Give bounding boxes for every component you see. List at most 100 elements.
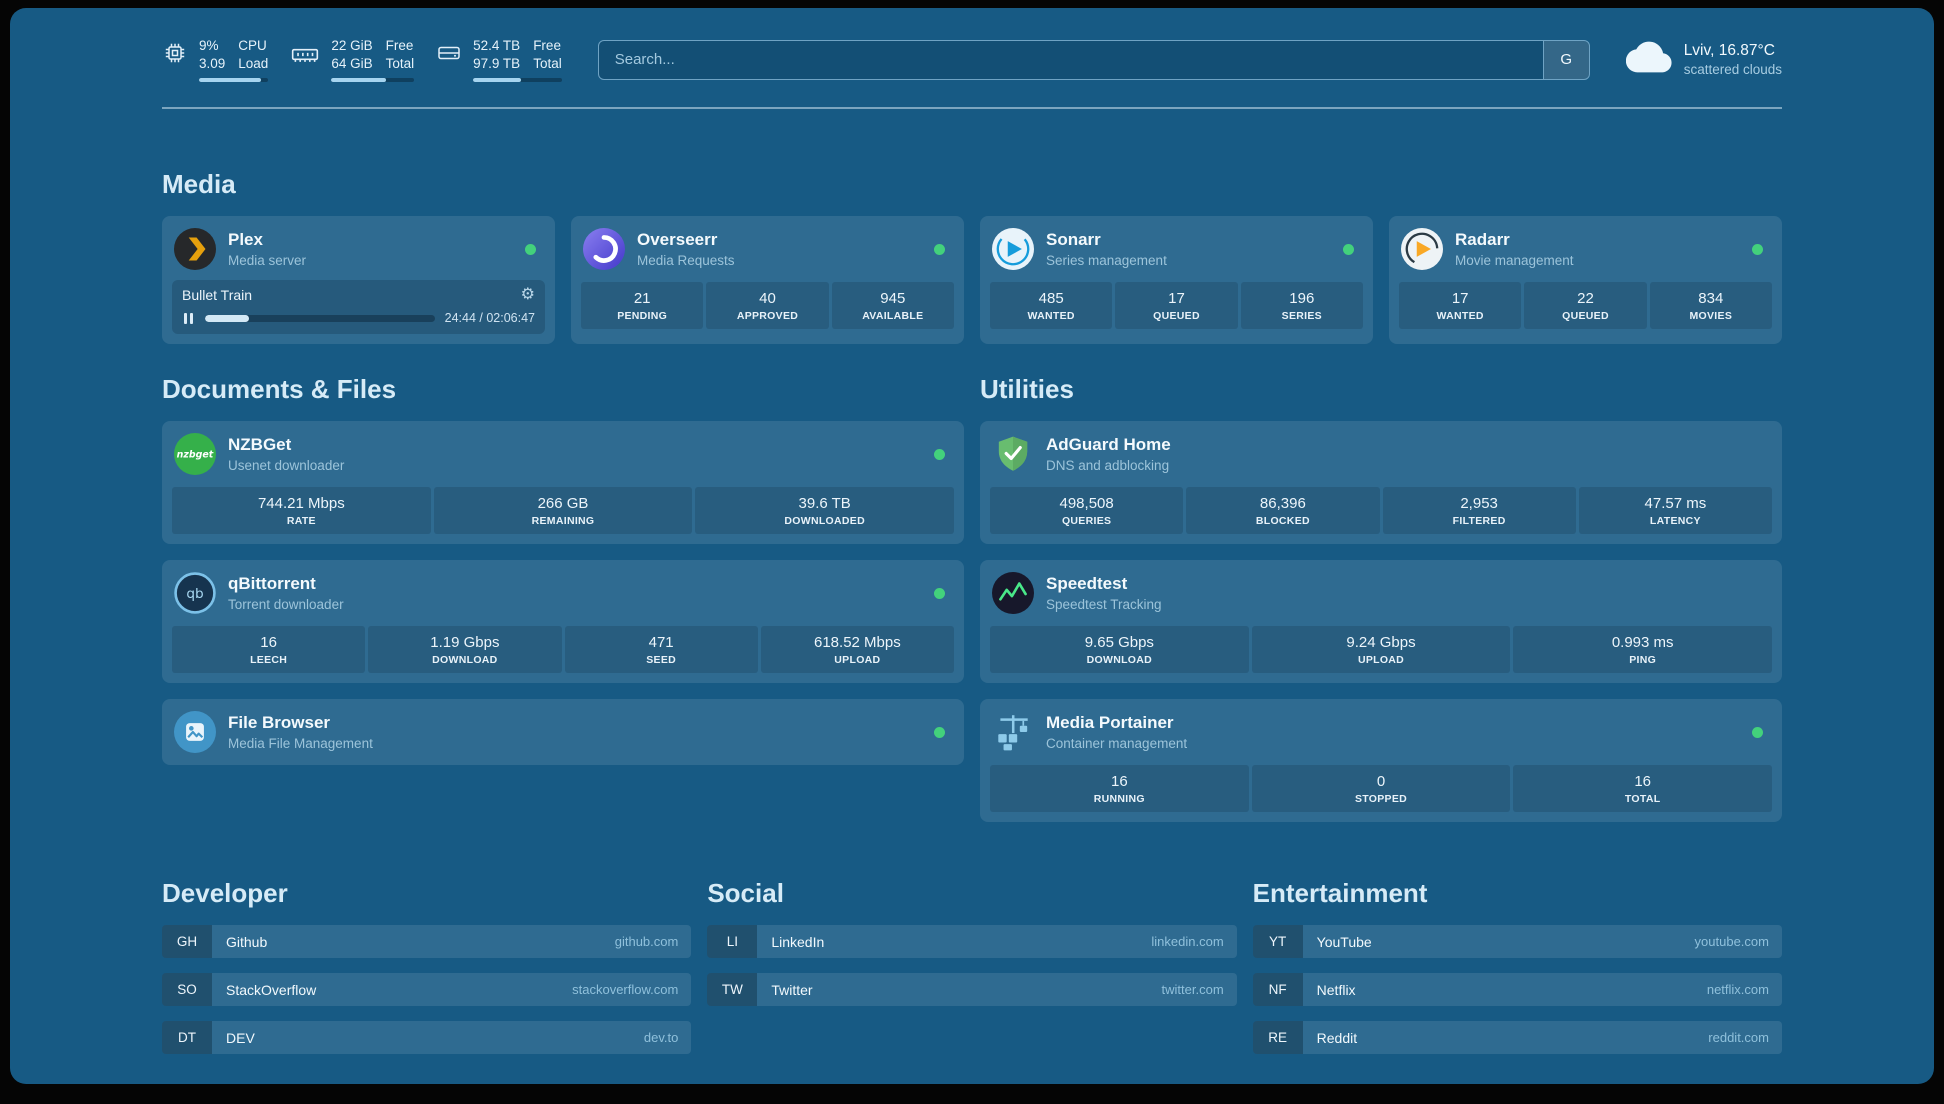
bookmark-url: youtube.com: [1694, 934, 1769, 949]
service-card-filebrowser[interactable]: File Browser Media File Management: [162, 699, 964, 765]
bookmark-abbr: RE: [1252, 1021, 1303, 1054]
bookmark-twitter[interactable]: TW Twitter twitter.com: [707, 973, 1237, 1006]
stat: 17 QUEUED: [1115, 282, 1238, 329]
bookmark-group-social: Social LI LinkedIn linkedin.com TW Twitt…: [707, 878, 1237, 1006]
status-dot: [934, 243, 945, 255]
bookmark-url: reddit.com: [1708, 1030, 1769, 1045]
service-card-radarr[interactable]: Radarr Movie management 17 WANTED 22 QUE…: [1389, 216, 1782, 344]
service-subtitle: Container management: [1046, 735, 1188, 751]
bookmark-github[interactable]: GH Github github.com: [162, 925, 692, 958]
stat: 22 QUEUED: [1524, 282, 1647, 329]
stat: 618.52 Mbps UPLOAD: [760, 626, 954, 673]
service-name: Sonarr: [1046, 230, 1101, 250]
bookmark-name: Netflix: [1316, 981, 1356, 998]
service-name: AdGuard Home: [1046, 435, 1171, 455]
bookmark-group-entertainment: Entertainment YT YouTube youtube.com NF …: [1252, 878, 1782, 1054]
bookmark-reddit[interactable]: RE Reddit reddit.com: [1252, 1021, 1782, 1054]
stat: 16 RUNNING: [990, 765, 1249, 812]
weather-location: Lviv, 16.87°C: [1683, 42, 1775, 59]
bookmark-url: stackoverflow.com: [572, 982, 679, 997]
bookmark-dev[interactable]: DT DEV dev.to: [162, 1021, 692, 1054]
section-media: Media Plex Media server: [162, 169, 1782, 344]
status-dot: [934, 448, 945, 460]
stat: 16 TOTAL: [1513, 765, 1773, 812]
section-title-developer: Developer: [162, 878, 288, 908]
service-card-nzbget[interactable]: nzbget NZBGet Usenet downloader 744.21 M…: [162, 421, 964, 544]
playback-time: 24:44 / 02:06:47: [444, 311, 535, 325]
service-name: Radarr: [1455, 230, 1510, 250]
status-dot: [1752, 243, 1763, 255]
search-provider-button[interactable]: G: [1542, 40, 1589, 79]
now-playing-title: Bullet Train: [182, 287, 253, 303]
playback-progress-bar[interactable]: [204, 314, 435, 322]
service-subtitle: Media File Management: [228, 735, 373, 751]
service-subtitle: Media Requests: [637, 252, 735, 268]
adguard-icon: [992, 433, 1034, 475]
service-card-sonarr[interactable]: Sonarr Series management 485 WANTED 17 Q…: [980, 216, 1373, 344]
stat: 2,953 FILTERED: [1382, 487, 1576, 534]
service-subtitle: Torrent downloader: [228, 596, 344, 612]
cloud-icon: [1625, 34, 1672, 85]
status-dot: [1343, 243, 1354, 255]
service-card-qbittorrent[interactable]: qb qBittorrent Torrent downloader 16 LEE…: [162, 560, 964, 683]
service-card-plex[interactable]: Plex Media server Bullet Train ⚙: [162, 216, 555, 344]
cpu-labels: CPU Load: [238, 38, 269, 71]
section-title-utilities: Utilities: [980, 374, 1074, 404]
gear-icon[interactable]: ⚙: [520, 286, 535, 303]
bookmark-netflix[interactable]: NF Netflix netflix.com: [1252, 973, 1782, 1006]
bookmark-name: LinkedIn: [771, 933, 825, 950]
nzbget-icon: nzbget: [174, 433, 216, 475]
memory-usage-bar: [331, 77, 415, 82]
bookmark-youtube[interactable]: YT YouTube youtube.com: [1252, 925, 1782, 958]
status-dot: [934, 726, 945, 738]
stat: 945 AVAILABLE: [831, 282, 954, 329]
memory-values: 22 GiB 64 GiB: [331, 38, 373, 71]
service-subtitle: Movie management: [1455, 252, 1574, 268]
service-card-portainer[interactable]: Media Portainer Container management 16 …: [980, 699, 1782, 822]
overseerr-icon: [583, 228, 625, 270]
bookmark-stackoverflow[interactable]: SO StackOverflow stackoverflow.com: [162, 973, 692, 1006]
stat: 744.21 Mbps RATE: [172, 487, 431, 534]
stat: 498,508 QUERIES: [990, 487, 1184, 534]
service-name: NZBGet: [228, 435, 292, 455]
search-bar: G: [597, 39, 1590, 80]
bookmark-linkedin[interactable]: LI LinkedIn linkedin.com: [707, 925, 1237, 958]
service-subtitle: Series management: [1046, 252, 1167, 268]
svg-text:nzbget: nzbget: [177, 450, 214, 461]
bookmark-url: dev.to: [643, 1030, 679, 1045]
qbittorrent-icon: qb: [174, 572, 216, 614]
stat: 485 WANTED: [990, 282, 1113, 329]
filebrowser-icon: [174, 711, 216, 753]
stat: 47.57 ms LATENCY: [1578, 487, 1772, 534]
disk-widget: 52.4 TB 97.9 TB Free Total: [436, 37, 562, 82]
bookmark-group-developer: Developer GH Github github.com SO StackO…: [162, 878, 692, 1054]
stat: 9.65 Gbps DOWNLOAD: [990, 626, 1249, 673]
status-dot: [525, 243, 536, 255]
service-name: Speedtest: [1046, 574, 1128, 594]
service-name: Overseerr: [637, 230, 718, 250]
stat: 86,396 BLOCKED: [1186, 487, 1380, 534]
search-input[interactable]: [598, 40, 1543, 79]
section-title-media: Media: [162, 169, 236, 199]
service-card-speedtest[interactable]: Speedtest Speedtest Tracking 9.65 Gbps D…: [980, 560, 1782, 683]
ram-icon: [290, 37, 320, 75]
status-dot: [934, 587, 945, 599]
top-bar: 9% 3.09 CPU Load: [162, 8, 1782, 85]
cpu-values: 9% 3.09: [199, 38, 226, 71]
top-divider: [162, 107, 1782, 109]
weather-widget: Lviv, 16.87°C scattered clouds: [1625, 34, 1782, 85]
bookmark-abbr: SO: [162, 973, 212, 1006]
bookmark-abbr: DT: [162, 1021, 212, 1054]
stat: 471 SEED: [564, 626, 758, 673]
stat: 16 LEECH: [172, 626, 366, 673]
portainer-icon: [992, 711, 1034, 753]
pause-icon[interactable]: [182, 312, 195, 325]
weather-condition: scattered clouds: [1683, 62, 1782, 77]
bookmark-abbr: YT: [1252, 925, 1303, 958]
stat: 17 WANTED: [1399, 282, 1522, 329]
disk-usage-bar: [473, 77, 562, 82]
stat: 834 MOVIES: [1649, 282, 1772, 329]
service-card-adguard[interactable]: AdGuard Home DNS and adblocking 498,508 …: [980, 421, 1782, 544]
radarr-icon: [1401, 228, 1443, 270]
service-card-overseerr[interactable]: Overseerr Media Requests 21 PENDING 40 A…: [571, 216, 964, 344]
